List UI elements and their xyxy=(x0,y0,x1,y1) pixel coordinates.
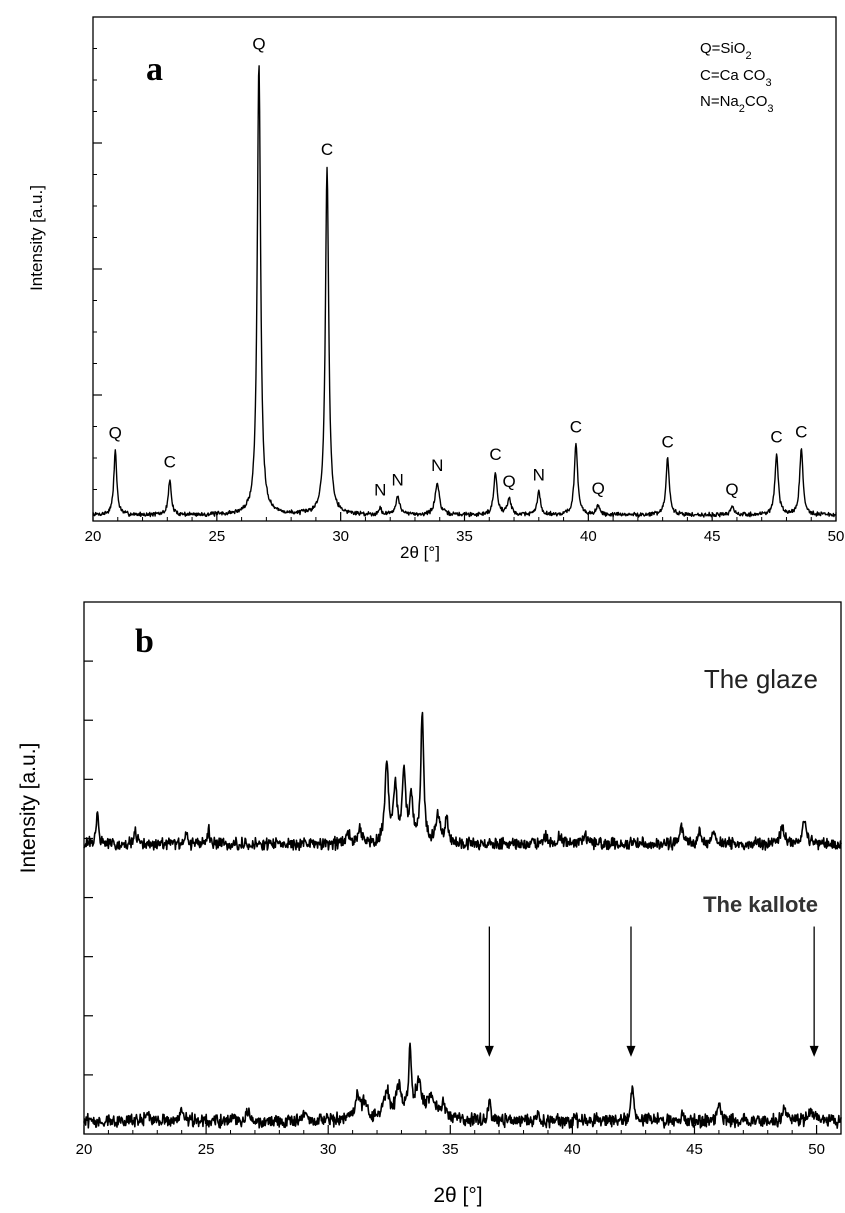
panel-a-x-tick-label: 35 xyxy=(456,528,473,545)
peak-label: C xyxy=(321,140,333,159)
peak-label: Q xyxy=(725,480,738,499)
peak-label: C xyxy=(164,453,176,472)
legend-entry-natron: N=Na2CO3 xyxy=(700,93,774,115)
peak-label: C xyxy=(795,422,807,441)
panel-a-letter: a xyxy=(146,51,163,88)
peak-label: C xyxy=(770,427,782,446)
peak-arrow xyxy=(626,926,636,1057)
peak-label: Q xyxy=(502,472,515,491)
peak-label: N xyxy=(431,456,443,475)
peak-label: Q xyxy=(109,423,122,442)
peak-label: N xyxy=(533,465,545,484)
peak-label: N xyxy=(391,470,403,489)
peak-label: Q xyxy=(592,479,605,498)
panel-a-x-tick-label: 25 xyxy=(208,528,225,545)
panel-a-x-axis-label: 2θ [°] xyxy=(400,543,440,562)
panel-b-letter: b xyxy=(135,623,154,660)
panel-a-x-tick-label: 45 xyxy=(704,528,721,545)
panel-b-trace-glaze xyxy=(83,711,842,852)
peak-arrow xyxy=(484,926,494,1057)
panel-b-x-tick-label: 35 xyxy=(442,1141,459,1158)
peak-label: Q xyxy=(252,34,265,53)
legend-entry-quartz: Q=SiO2 xyxy=(700,40,752,62)
legend-entry-calcite: C=Ca CO3 xyxy=(700,67,772,89)
panel-a-diffraction-trace xyxy=(92,65,837,518)
panel-b-x-axis-label: 2θ [°] xyxy=(433,1184,482,1207)
series-label-glaze: The glaze xyxy=(704,664,818,694)
panel-b-trace-kallote xyxy=(83,1042,842,1129)
peak-label: C xyxy=(489,445,501,464)
panel-a-x-tick-label: 20 xyxy=(85,528,102,545)
panel-b-x-tick-label: 30 xyxy=(320,1141,337,1158)
peak-label: C xyxy=(661,433,673,452)
peak-label: C xyxy=(570,417,582,436)
panel-b-x-tick-label: 25 xyxy=(198,1141,215,1158)
series-label-kallote: The kallote xyxy=(703,892,818,917)
panel-a-y-axis-label: Intensity [a.u.] xyxy=(27,185,46,291)
panel-a-x-tick-label: 40 xyxy=(580,528,597,545)
panel-a-x-tick-label: 30 xyxy=(332,528,349,545)
panel-b-y-axis-label: Intensity [a.u.] xyxy=(17,743,40,874)
panel-b-x-tick-label: 20 xyxy=(76,1141,93,1158)
peak-label: N xyxy=(374,480,386,499)
panel-a-x-tick-label: 50 xyxy=(828,528,845,545)
panel-b-x-tick-label: 40 xyxy=(564,1141,581,1158)
panel-b-x-tick-label: 45 xyxy=(686,1141,703,1158)
panel-b-x-tick-label: 50 xyxy=(808,1141,825,1158)
panel-a: a Q=SiO2 C=Ca CO3 N=Na2CO3 Intensity [a.… xyxy=(27,16,845,562)
panel-b: b The glaze The kallote Intensity [a.u.]… xyxy=(17,601,842,1207)
peak-arrow xyxy=(809,926,819,1057)
panel-a-legend: Q=SiO2 C=Ca CO3 N=Na2CO3 xyxy=(700,40,774,115)
panel-b-plot-frame xyxy=(83,601,842,1135)
